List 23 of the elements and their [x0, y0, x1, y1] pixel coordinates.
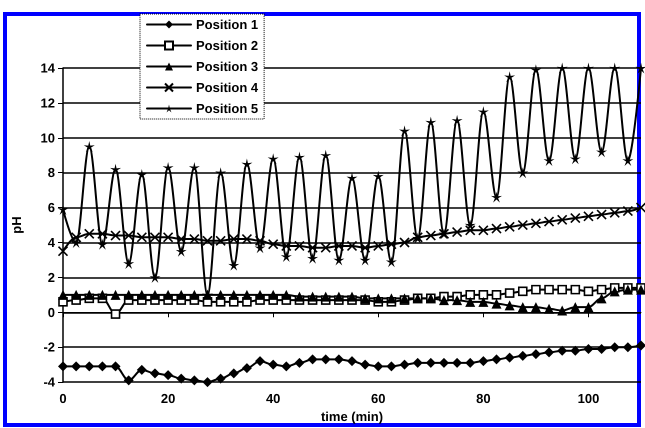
x-tick-label: 40	[266, 391, 280, 406]
legend-label: Position 3	[196, 59, 258, 74]
y-axis-title: pH	[9, 216, 24, 234]
y-tick-label: 14	[40, 60, 56, 76]
x-tick-label: 100	[578, 391, 600, 406]
y-tick-label: 6	[48, 200, 55, 216]
y-tick-label: 10	[40, 130, 55, 146]
y-tick-label: -2	[43, 340, 55, 355]
x-axis-title: time (min)	[320, 409, 384, 424]
y-tick-label: 8	[48, 165, 55, 180]
legend-label: Position 4	[196, 80, 259, 95]
x-tick-label: 80	[476, 391, 491, 406]
legend-label: Position 2	[196, 38, 258, 53]
x-tick-label: 0	[59, 391, 67, 406]
x-tick-label: 20	[160, 391, 176, 406]
y-tick-label: 0	[48, 304, 55, 320]
y-tick-label: 12	[40, 95, 55, 110]
y-tick-label: -4	[43, 374, 56, 390]
legend-label: Position 1	[196, 17, 258, 32]
y-tick-label: 2	[48, 270, 55, 285]
legend-label: Position 5	[196, 101, 258, 116]
x-tick-label: 60	[371, 391, 386, 406]
y-tick-label: 4	[48, 235, 56, 250]
